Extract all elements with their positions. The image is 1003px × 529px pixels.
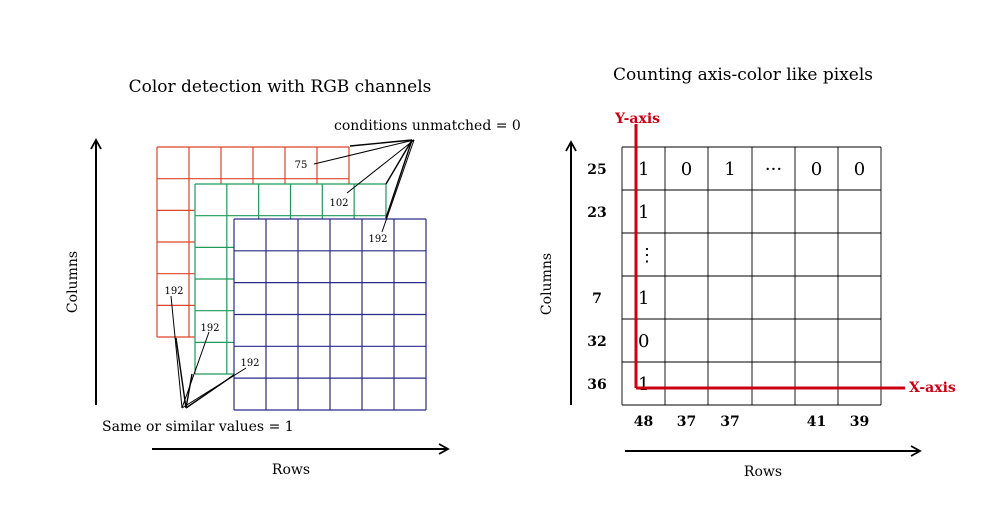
- column-tick-labels: 48 37 37 41 39: [634, 414, 869, 430]
- column-tick-label: 41: [807, 414, 826, 430]
- callout-line-red-same: [170, 295, 183, 409]
- column-tick-label: 37: [720, 414, 739, 430]
- blue-same-value: 192: [240, 358, 259, 369]
- column-tick-label: 48: [634, 414, 653, 430]
- callout-connector-top-green: [385, 139, 413, 185]
- callout-line-red-unmatched: [313, 139, 415, 165]
- callout-same-text: Same or similar values = 1: [102, 419, 294, 435]
- green-unmatched-value: 102: [329, 198, 348, 209]
- top-row-cell: 0: [811, 159, 822, 180]
- left-x-axis-label: Rows: [272, 462, 310, 478]
- row-tick-label: 23: [587, 205, 606, 221]
- top-row-cell: ···: [765, 159, 782, 180]
- callout-connector-green: [185, 373, 193, 409]
- blue-unmatched-value: 192: [368, 234, 387, 245]
- column-tick-label: 37: [677, 414, 696, 430]
- left-y-axis-label: Columns: [65, 251, 81, 313]
- first-column-cell: ⋮: [638, 245, 656, 266]
- left-panel: Color detection with RGB channels Column…: [65, 77, 521, 478]
- right-x-axis-label: Rows: [744, 464, 782, 480]
- row-tick-label: 7: [592, 291, 602, 307]
- top-row-cell: 0: [854, 159, 865, 180]
- y-axis-tag: Y-axis: [614, 111, 660, 127]
- callout-connector-red: [175, 337, 187, 409]
- column-tick-label: 39: [850, 414, 869, 430]
- row-tick-labels: 25 23 7 32 36: [587, 162, 606, 393]
- right-y-axis-label: Columns: [539, 253, 555, 315]
- first-column-cell: 1: [638, 374, 649, 395]
- red-same-value: 192: [164, 286, 183, 297]
- right-panel: Counting axis-color like pixels Columns …: [539, 65, 956, 480]
- first-column-cell: 1: [638, 159, 649, 180]
- x-axis-tag: X-axis: [909, 380, 956, 396]
- count-grid-top-row: 0 1 ··· 0 0: [681, 159, 865, 180]
- callout-connector-top-red: [349, 139, 413, 147]
- count-grid-first-column: 1 1 ⋮ 1 0 1: [638, 159, 656, 395]
- blue-channel-grid: [233, 218, 427, 411]
- callout-line-blue-unmatched: [381, 139, 415, 233]
- green-same-value: 192: [200, 323, 219, 334]
- callout-connector-top-blue: [385, 139, 413, 219]
- left-title: Color detection with RGB channels: [129, 77, 432, 97]
- row-tick-label: 36: [587, 377, 606, 393]
- callout-lines: [170, 139, 415, 409]
- top-row-cell: 1: [724, 159, 735, 180]
- right-title: Counting axis-color like pixels: [613, 65, 873, 85]
- callout-line-green-unmatched: [346, 139, 415, 194]
- color-axes: [634, 124, 905, 390]
- row-tick-label: 25: [587, 162, 606, 178]
- count-grid: [621, 146, 882, 406]
- first-column-cell: 0: [638, 331, 649, 352]
- first-column-cell: 1: [638, 288, 649, 309]
- callout-line-green-same: [181, 331, 210, 409]
- callout-unmatched-text: conditions unmatched = 0: [334, 118, 521, 134]
- first-column-cell: 1: [638, 202, 649, 223]
- top-row-cell: 0: [681, 159, 692, 180]
- callout-connector-blue: [185, 374, 235, 409]
- row-tick-label: 32: [587, 334, 606, 350]
- red-unmatched-value: 75: [295, 160, 308, 171]
